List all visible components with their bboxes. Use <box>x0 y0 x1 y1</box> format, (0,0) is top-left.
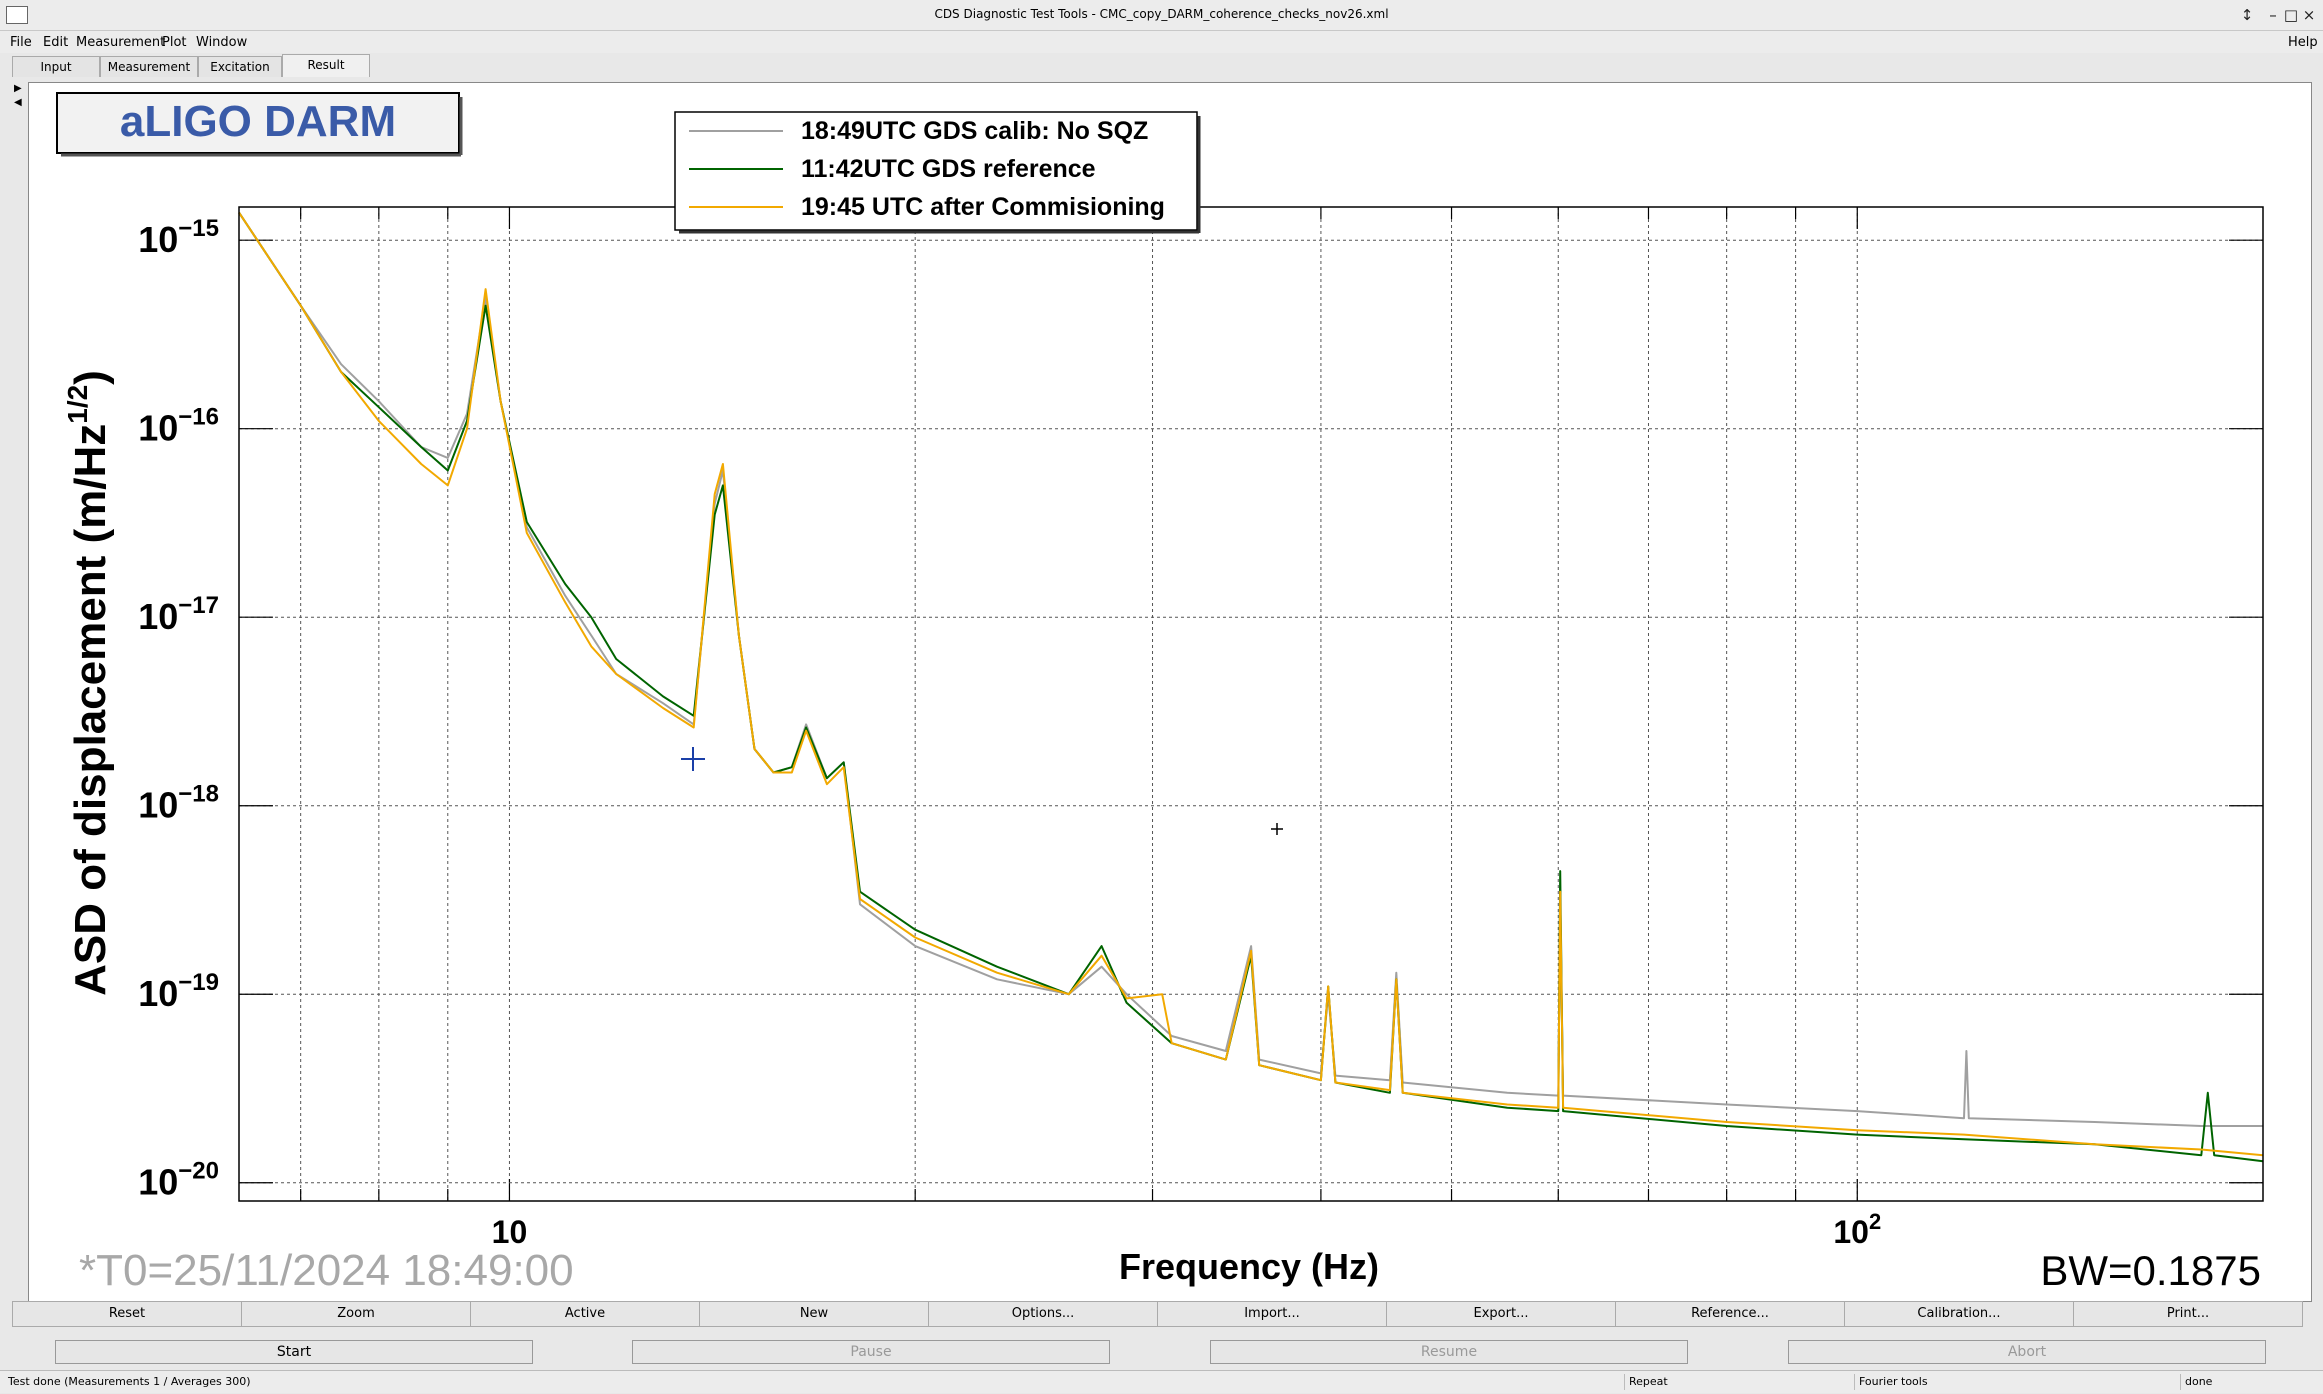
menu-measurement[interactable]: Measurement <box>76 35 166 50</box>
plot-series <box>238 212 2264 1163</box>
tab-input[interactable]: Input <box>12 56 100 77</box>
import-button[interactable]: Import... <box>1157 1301 1387 1327</box>
legend[interactable]: 18:49UTC GDS calib: No SQZ 11:42UTC GDS … <box>674 111 1201 234</box>
new-button[interactable]: New <box>699 1301 929 1327</box>
y-tick-label: 10−15 <box>138 215 219 260</box>
plot-label-box: aLIGO DARM <box>56 92 463 157</box>
active-button[interactable]: Active <box>470 1301 700 1327</box>
restore-icon[interactable]: ↕ <box>2240 6 2254 24</box>
resume-button[interactable]: Resume <box>1210 1340 1688 1364</box>
series-line-1 <box>238 212 2264 1163</box>
options-button[interactable]: Options... <box>928 1301 1158 1327</box>
window-titlebar: CDS Diagnostic Test Tools - CMC_copy_DAR… <box>0 0 2323 31</box>
y-tick-label: 10−20 <box>138 1158 219 1203</box>
close-icon[interactable]: × <box>2302 6 2316 24</box>
cursor-marker <box>1271 823 1283 835</box>
asd-plot[interactable]: 10−15 10−16 10−17 10−18 10−19 10−20 10 102 aLI… <box>29 83 2311 1301</box>
start-button[interactable]: Start <box>55 1340 533 1364</box>
status-tool: Fourier tools <box>1854 1374 1928 1390</box>
y-tick-label: 10−19 <box>138 969 219 1014</box>
window-menu-icon[interactable] <box>6 6 28 24</box>
cursor-crosshair <box>681 747 705 771</box>
status-bar: Test done (Measurements 1 / Averages 300… <box>0 1370 2323 1393</box>
plot-toolbar: Reset Zoom Active New Options... Import.… <box>12 1301 2304 1327</box>
x-tick-label: 10 <box>492 1214 528 1250</box>
menu-edit[interactable]: Edit <box>43 35 69 50</box>
menu-help[interactable]: Help <box>2288 35 2318 50</box>
t0-label: *T0=25/11/2024 18:49:00 <box>79 1246 574 1295</box>
plot-grid <box>239 207 2263 1201</box>
x-tick-label: 102 <box>1833 1209 1881 1250</box>
status-mode: Repeat <box>1624 1374 1668 1390</box>
reference-button[interactable]: Reference... <box>1615 1301 1845 1327</box>
x-tick-labels: 10 102 <box>492 1209 1882 1250</box>
x-axis-label: Frequency (Hz) <box>1119 1246 1379 1287</box>
bw-label: BW=0.1875 <box>2040 1247 2261 1294</box>
y-tick-label: 10−18 <box>138 781 219 826</box>
reset-button[interactable]: Reset <box>12 1301 242 1327</box>
print-button[interactable]: Print... <box>2073 1301 2303 1327</box>
legend-entry-2: 19:45 UTC after Commisioning <box>801 193 1165 221</box>
maximize-icon[interactable]: □ <box>2283 6 2299 24</box>
menu-bar: File Edit Measurement Plot Window Help <box>0 31 2323 53</box>
tab-excitation[interactable]: Excitation <box>198 56 282 77</box>
legend-entry-0: 18:49UTC GDS calib: No SQZ <box>801 117 1148 145</box>
y-tick-label: 10−16 <box>138 404 219 449</box>
arrow-left-icon[interactable]: ◀ <box>14 97 22 108</box>
menu-file[interactable]: File <box>10 35 32 50</box>
plot-panel: 10−15 10−16 10−17 10−18 10−19 10−20 10 102 aLI… <box>28 82 2312 1302</box>
y-axis-label: ASD of displacement (m/Hz1/2) <box>62 370 115 996</box>
status-message: Test done (Measurements 1 / Averages 300… <box>8 1375 251 1388</box>
series-line-2 <box>238 212 2264 1157</box>
export-button[interactable]: Export... <box>1386 1301 1616 1327</box>
y-tick-label: 10−17 <box>138 592 219 637</box>
arrow-right-icon[interactable]: ▶ <box>14 83 22 94</box>
series-line-0 <box>238 212 2263 1127</box>
y-tick-labels: 10−15 10−16 10−17 10−18 10−19 10−20 <box>138 215 219 1203</box>
tab-result[interactable]: Result <box>282 54 370 77</box>
plot-label: aLIGO DARM <box>120 97 396 146</box>
minimize-icon[interactable]: – <box>2269 6 2277 24</box>
tab-measurement[interactable]: Measurement <box>100 56 198 77</box>
control-bar: Start Pause Resume Abort <box>0 1334 2323 1366</box>
legend-entry-1: 11:42UTC GDS reference <box>801 155 1096 183</box>
plot-frame <box>238 206 2264 1202</box>
window-title: CDS Diagnostic Test Tools - CMC_copy_DAR… <box>934 7 1389 21</box>
zoom-button[interactable]: Zoom <box>241 1301 471 1327</box>
pause-button[interactable]: Pause <box>632 1340 1110 1364</box>
abort-button[interactable]: Abort <box>1788 1340 2266 1364</box>
calibration-button[interactable]: Calibration... <box>1844 1301 2074 1327</box>
menu-plot[interactable]: Plot <box>162 35 187 50</box>
status-state: done <box>2180 1374 2212 1390</box>
panel-toggle[interactable]: ▶ ◀ <box>14 82 22 110</box>
menu-window[interactable]: Window <box>196 35 248 50</box>
